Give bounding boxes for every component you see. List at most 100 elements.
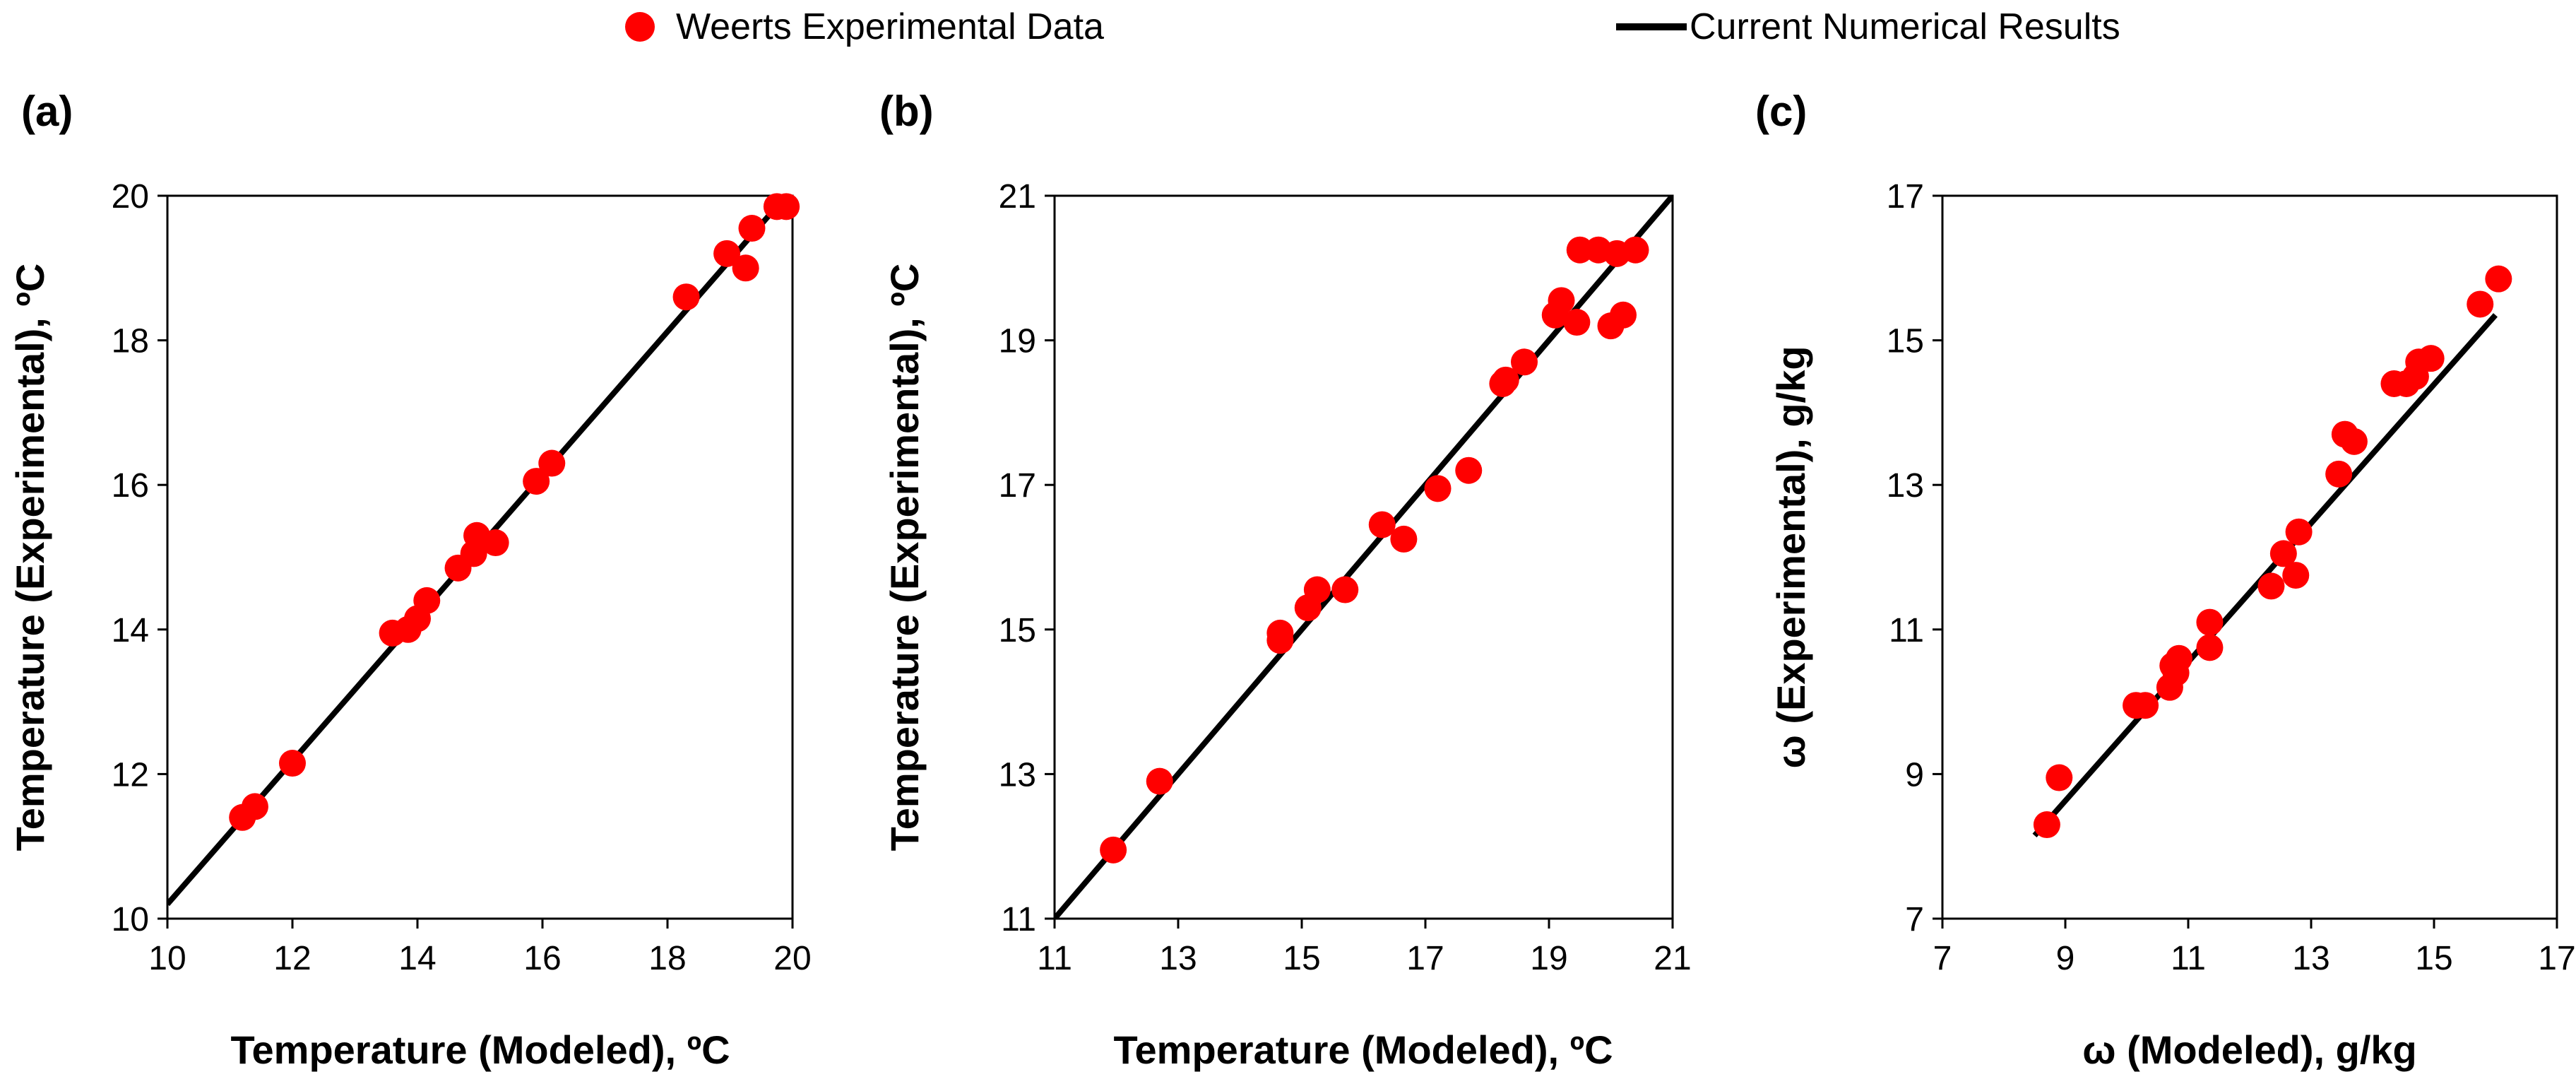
x-tick-label: 16 (523, 940, 561, 977)
experimental-data-point (279, 750, 306, 777)
experimental-data-point (2257, 572, 2285, 600)
experimental-data-point (1563, 309, 1591, 336)
y-tick-label: 21 (999, 178, 1036, 216)
legend-experimental: Weerts Experimental Data (625, 6, 1104, 48)
y-tick-label: 11 (1889, 612, 1924, 649)
legend-line-marker (1616, 23, 1687, 30)
experimental-data-point (1511, 348, 1538, 376)
y-tick-label: 11 (1001, 901, 1036, 938)
y-tick-label: 13 (999, 756, 1036, 794)
y-axis-title: ω (Experimental), g/kg (1769, 346, 1813, 768)
y-tick-label: 14 (112, 612, 149, 649)
experimental-data-point (2467, 290, 2494, 318)
chart-panel-3: 7 9 11 13 15 17 7 9 11 13 15 17 (c) ω (Modeled), g/kg… (1755, 88, 2576, 1072)
experimental-data-point (1100, 836, 1127, 864)
y-tick-label: 17 (1887, 178, 1924, 216)
y-tick-label: 12 (112, 756, 149, 794)
numerical-results-line (1055, 196, 1673, 919)
experimental-data-point (1390, 525, 1418, 553)
y-tick-label: 10 (112, 901, 149, 938)
plot-area-frame (1941, 194, 2558, 920)
experimental-data-point (1622, 236, 1649, 264)
legend-numerical: Current Numerical Results (1616, 6, 2120, 48)
x-tick-label: 17 (2538, 940, 2575, 977)
experimental-data-point (1424, 475, 1452, 502)
experimental-data-point (2417, 345, 2445, 372)
experimental-data-point (672, 283, 700, 311)
x-tick-label: 20 (773, 940, 811, 977)
x-axis-title: Temperature (Modeled), ºC (1113, 1027, 1613, 1072)
chart-panel-1: 10 12 14 16 18 20 10 12 14 16 18 20 (a) Temperature (… (8, 88, 812, 1072)
experimental-data-point (2269, 540, 2297, 567)
experimental-data-point (538, 449, 566, 477)
experimental-data-point (523, 468, 550, 495)
experimental-data-point (1492, 366, 1519, 394)
x-tick-label: 14 (398, 940, 436, 977)
x-axis-title: Temperature (Modeled), ºC (230, 1027, 730, 1072)
experimental-data-point (2340, 428, 2368, 455)
experimental-data-point (2325, 460, 2353, 488)
y-tick-label: 15 (1887, 323, 1924, 360)
x-tick-label: 9 (2056, 940, 2075, 977)
experimental-data-point (732, 254, 759, 282)
x-tick-label: 17 (1406, 940, 1444, 977)
x-tick-label: 10 (148, 940, 186, 977)
experimental-data-point (482, 529, 509, 557)
experimental-data-point (241, 793, 268, 820)
y-tick-label: 16 (112, 467, 149, 505)
experimental-data-point (1610, 301, 1637, 329)
x-axis-title: ω (Modeled), g/kg (2082, 1027, 2417, 1072)
y-axis-title: Temperature (Experimental), ºC (882, 264, 927, 852)
experimental-data-point (738, 215, 766, 242)
legend-marker-dot (625, 12, 655, 42)
x-tick-label: 12 (273, 940, 311, 977)
panel-label: (c) (1755, 88, 1807, 135)
experimental-data-point (2282, 562, 2310, 589)
y-tick-label: 7 (1905, 901, 1924, 938)
x-tick-label: 7 (1933, 940, 1952, 977)
x-tick-label: 13 (1159, 940, 1197, 977)
experimental-data-point (2046, 764, 2073, 791)
experimental-data-point (1303, 576, 1331, 603)
legend: Weerts Experimental Data Current Numeric… (0, 0, 2576, 57)
x-tick-label: 15 (1283, 940, 1320, 977)
experimental-data-point (1548, 287, 1575, 314)
y-tick-label: 18 (112, 323, 149, 360)
x-tick-label: 11 (2171, 940, 2206, 977)
experimental-data-point (2165, 644, 2192, 672)
y-axis-title: Temperature (Experimental), ºC (8, 264, 52, 852)
x-tick-label: 21 (1654, 940, 1691, 977)
plot-area-frame (166, 194, 794, 920)
experimental-data-point (2196, 608, 2224, 636)
panel-label: (a) (21, 88, 73, 135)
x-tick-label: 18 (648, 940, 686, 977)
experimental-data-point (2196, 634, 2224, 661)
panel-label: (b) (879, 88, 934, 135)
x-tick-label: 15 (2415, 940, 2452, 977)
x-tick-label: 19 (1530, 940, 1567, 977)
experimental-data-point (2033, 811, 2060, 839)
experimental-data-point (1566, 236, 1593, 264)
x-tick-label: 11 (1037, 940, 1072, 977)
experimental-data-point (713, 240, 741, 267)
chart-panel-2: 11 13 15 17 19 21 11 13 15 17 19 21 (b) Temperature (… (879, 88, 1692, 1072)
experimental-data-point (2485, 265, 2512, 293)
experimental-data-point (1331, 576, 1359, 603)
experimental-data-point (2285, 518, 2313, 546)
legend-experimental-label: Weerts Experimental Data (676, 6, 1104, 47)
y-tick-label: 20 (112, 178, 149, 216)
experimental-data-point (1455, 456, 1483, 484)
experimental-data-point (2132, 692, 2159, 719)
experimental-data-point (1146, 767, 1173, 795)
experimental-data-point (1368, 511, 1396, 538)
y-tick-label: 19 (999, 323, 1036, 360)
legend-numerical-label: Current Numerical Results (1690, 6, 2120, 47)
plot-area-frame (1053, 194, 1674, 920)
y-tick-label: 13 (1887, 467, 1924, 505)
y-tick-label: 15 (999, 612, 1036, 649)
experimental-data-point (773, 193, 800, 220)
experimental-data-point (413, 587, 441, 614)
x-tick-label: 13 (2292, 940, 2329, 977)
experimental-data-point (1266, 619, 1294, 647)
